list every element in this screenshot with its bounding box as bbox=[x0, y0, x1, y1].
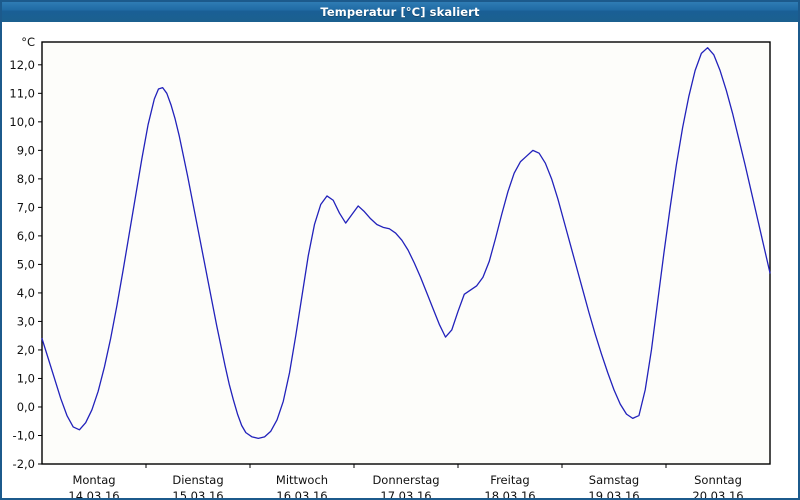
y-axis-unit: °C bbox=[21, 35, 35, 49]
x-axis-date-label: 19.03.16 bbox=[588, 489, 639, 498]
y-axis-labels: 12,0 11,0 10,0 9,0 8,0 7,0 6,0 5,0 4,0 3,0 2,0 1,0 0… bbox=[9, 58, 35, 471]
y-tick-label: 1,0 bbox=[17, 371, 35, 385]
temperature-chart: 12,0 11,0 10,0 9,0 8,0 7,0 6,0 5,0 4,0 3,0 2,0 1,0 0… bbox=[2, 24, 798, 498]
temperature-series-line bbox=[41, 47, 771, 439]
plot-border bbox=[41, 41, 771, 465]
window-title: Temperatur [°C] skaliert bbox=[320, 5, 480, 19]
chart-svg: 12,0 11,0 10,0 9,0 8,0 7,0 6,0 5,0 4,0 3,0 2,0 1,0 0… bbox=[9, 35, 771, 498]
x-axis-date-label: 14.03.16 bbox=[68, 489, 119, 498]
x-axis-date-label: 17.03.16 bbox=[380, 489, 431, 498]
x-axis-day-label: Montag bbox=[72, 473, 115, 487]
x-axis-day-label: Freitag bbox=[490, 473, 529, 487]
y-tick-label: 7,0 bbox=[17, 200, 35, 214]
temperature-line bbox=[41, 47, 771, 439]
y-tick-label: 10,0 bbox=[9, 115, 35, 129]
y-tick-label: 5,0 bbox=[17, 257, 35, 271]
x-axis-date-label: 20.03.16 bbox=[692, 489, 743, 498]
y-tick-label: 2,0 bbox=[17, 343, 35, 357]
y-axis-unit-label: °C bbox=[21, 35, 35, 49]
y-tick-label: -2,0 bbox=[13, 457, 35, 471]
y-tick-label: 12,0 bbox=[9, 58, 35, 72]
y-tick-label: 8,0 bbox=[17, 172, 35, 186]
y-tick-label: 6,0 bbox=[17, 229, 35, 243]
y-tick-label: 4,0 bbox=[17, 286, 35, 300]
x-axis-date-label: 15.03.16 bbox=[172, 489, 223, 498]
y-tick-label: 3,0 bbox=[17, 314, 35, 328]
x-axis-day-label: Mittwoch bbox=[276, 473, 328, 487]
x-axis-date-label: 16.03.16 bbox=[276, 489, 327, 498]
x-axis-day-label: Donnerstag bbox=[372, 473, 439, 487]
x-axis-day-label: Dienstag bbox=[172, 473, 223, 487]
x-axis-day-label: Sonntag bbox=[694, 473, 742, 487]
y-tick-label: 9,0 bbox=[17, 143, 35, 157]
x-axis-day-label: Samstag bbox=[589, 473, 639, 487]
x-axis-labels: Montag 14.03.16 Dienstag 15.03.16 Mittwoch 16… bbox=[68, 473, 743, 498]
y-tick-label: 11,0 bbox=[9, 86, 35, 100]
x-axis-date-label: 18.03.16 bbox=[484, 489, 535, 498]
plot-frame bbox=[41, 41, 771, 465]
y-tick-label: 0,0 bbox=[17, 400, 35, 414]
plot-background bbox=[42, 42, 770, 464]
y-tick-label: -1,0 bbox=[13, 428, 35, 442]
window-title-bar: Temperatur [°C] skaliert bbox=[2, 2, 798, 22]
